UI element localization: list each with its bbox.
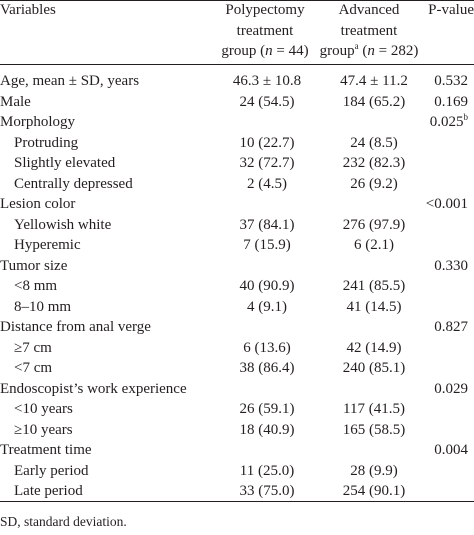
- table-row: Slightly elevated 32 (72.7) 232 (82.3): [0, 153, 474, 174]
- row-label: Distance from anal verge: [0, 319, 151, 335]
- table-row: Age, mean ± SD, years 46.3 ± 10.8 47.4 ± 1…: [0, 71, 474, 92]
- header-rule: [0, 64, 474, 65]
- row-label: Late period: [14, 483, 83, 499]
- p-value-footnote-mark: b: [463, 112, 469, 122]
- table-row: 8–10 mm 4 (9.1) 41 (14.5): [0, 297, 474, 318]
- header-p-value: P-value: [428, 2, 474, 18]
- advanced-value: 26 (9.2): [350, 175, 398, 192]
- row-label: Age, mean ± SD, years: [0, 73, 140, 89]
- table-row: Male 24 (54.5) 184 (65.2) 0.169: [0, 92, 474, 113]
- header-variables: Variables: [0, 2, 56, 18]
- polypectomy-value: 24 (54.5): [239, 93, 295, 110]
- table-row: Endoscopist’s work experience 0.029: [0, 379, 474, 400]
- row-label: Protruding: [14, 134, 79, 151]
- polypectomy-value: 46.3 ± 10.8: [232, 73, 302, 89]
- advanced-value: 42 (14.9): [346, 339, 402, 356]
- p-value: 0.169: [434, 92, 468, 113]
- p-value: 0.532: [434, 71, 468, 92]
- polypectomy-value: 38 (86.4): [239, 360, 295, 376]
- table-row: ≥10 years 18 (40.9) 165 (58.5): [0, 420, 474, 441]
- row-label: Hyperemic: [14, 237, 81, 253]
- row-label: Lesion color: [0, 196, 76, 212]
- table-row: Tumor size 0.330: [0, 256, 474, 277]
- p-value: <0.001: [426, 194, 468, 215]
- advanced-value: 47.4 ± 11.2: [340, 73, 408, 89]
- polypectomy-value: 7 (15.9): [243, 237, 291, 253]
- row-label: Centrally depressed: [14, 175, 133, 192]
- p-value-text: 0.330: [434, 257, 468, 274]
- advanced-value: 41 (14.5): [346, 298, 402, 315]
- row-label: Early period: [14, 462, 89, 479]
- table-bottom-rule: [0, 501, 474, 502]
- row-label: Treatment time: [0, 442, 92, 458]
- table-row: <10 years 26 (59.1) 117 (41.5): [0, 399, 474, 420]
- p-value-text: <0.001: [425, 196, 468, 212]
- table-row: Morphology 0.025b: [0, 112, 474, 133]
- p-value-text: 0.025: [429, 114, 464, 130]
- advanced-value: 28 (9.9): [350, 462, 398, 479]
- p-value-text: 0.169: [434, 93, 468, 110]
- advanced-value: 276 (97.9): [342, 216, 406, 233]
- p-value: 0.025b: [430, 112, 468, 133]
- advanced-value: 241 (85.5): [342, 278, 406, 294]
- p-value-text: 0.532: [434, 73, 468, 89]
- table-footnote: SD, standard deviation.: [0, 514, 127, 529]
- table-row: <7 cm 38 (86.4) 240 (85.1): [0, 358, 474, 379]
- polypectomy-value: 32 (72.7): [239, 155, 295, 171]
- p-value: 0.330: [434, 256, 468, 277]
- advanced-value: 165 (58.5): [342, 421, 406, 438]
- polypectomy-value: 6 (13.6): [243, 339, 291, 356]
- polypectomy-value: 2 (4.5): [247, 175, 287, 192]
- table-top-rule: [0, 0, 474, 1]
- p-value-text: 0.029: [434, 380, 468, 397]
- advanced-value: 184 (65.2): [342, 93, 406, 110]
- row-label: Tumor size: [0, 257, 68, 274]
- p-value-text: 0.827: [434, 319, 468, 335]
- row-label: Male: [0, 93, 31, 110]
- table-row: Late period 33 (75.0) 254 (90.1): [0, 481, 474, 502]
- polypectomy-value: 18 (40.9): [239, 421, 295, 438]
- polypectomy-value: 10 (22.7): [239, 134, 295, 151]
- polypectomy-value: 11 (25.0): [239, 462, 295, 479]
- table-row: Distance from anal verge 0.827: [0, 317, 474, 338]
- advanced-value: 6 (2.1): [354, 237, 394, 253]
- polypectomy-value: 37 (84.1): [239, 216, 295, 233]
- table-row: Early period 11 (25.0) 28 (9.9): [0, 461, 474, 482]
- advanced-value: 24 (8.5): [350, 134, 398, 151]
- advanced-value: 254 (90.1): [342, 483, 406, 499]
- table-row: Centrally depressed 2 (4.5) 26 (9.2): [0, 174, 474, 195]
- table-row: Protruding 10 (22.7) 24 (8.5): [0, 133, 474, 154]
- p-value: 0.827: [434, 317, 468, 338]
- table-row: ≥7 cm 6 (13.6) 42 (14.9): [0, 338, 474, 359]
- header-polypectomy-group: Polypectomy treatment group (n = 44): [221, 2, 309, 59]
- row-label: 8–10 mm: [14, 298, 72, 315]
- table-row: Hyperemic 7 (15.9) 6 (2.1): [0, 235, 474, 256]
- polypectomy-value: 4 (9.1): [247, 298, 287, 315]
- p-value: 0.004: [434, 440, 468, 461]
- row-label: <8 mm: [14, 278, 58, 294]
- advanced-value: 232 (82.3): [342, 155, 406, 171]
- polypectomy-value: 33 (75.0): [239, 483, 295, 499]
- table-row: Treatment time 0.004: [0, 440, 474, 461]
- table-row: Lesion color <0.001: [0, 194, 474, 215]
- row-label: ≥10 years: [14, 421, 73, 438]
- polypectomy-value: 40 (90.9): [239, 278, 295, 294]
- advanced-value: 240 (85.1): [342, 360, 406, 376]
- row-label: Endoscopist’s work experience: [0, 380, 187, 397]
- table-row: Yellowish white 37 (84.1) 276 (97.9): [0, 215, 474, 236]
- p-value: 0.029: [434, 379, 468, 400]
- row-label: <7 cm: [14, 360, 53, 376]
- row-label: Morphology: [0, 114, 75, 130]
- polypectomy-value: 26 (59.1): [239, 401, 295, 417]
- row-label: Yellowish white: [14, 216, 112, 233]
- row-label: Slightly elevated: [14, 155, 116, 171]
- row-label: <10 years: [14, 401, 73, 417]
- header-advanced-group: Advanced treatment groupa (n = 282): [319, 2, 419, 59]
- table-body: Age, mean ± SD, years 46.3 ± 10.8 47.4 ± 1…: [0, 71, 474, 502]
- row-label: ≥7 cm: [14, 339, 52, 356]
- advanced-value: 117 (41.5): [343, 401, 405, 417]
- table-row: <8 mm 40 (90.9) 241 (85.5): [0, 276, 474, 297]
- p-value-text: 0.004: [434, 442, 468, 458]
